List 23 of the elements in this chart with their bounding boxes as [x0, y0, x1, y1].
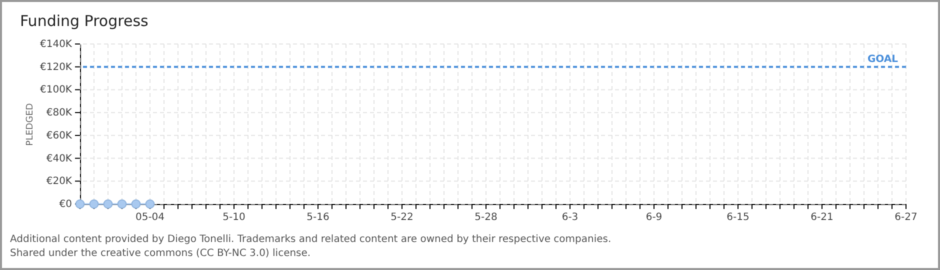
y-tick-label: €120K: [40, 62, 72, 73]
chart-title: Funding Progress: [20, 12, 148, 30]
x-tick-label: 6-27: [894, 212, 918, 223]
x-tick-label: 6-3: [562, 212, 578, 223]
y-tick-label: €80K: [46, 108, 72, 119]
y-tick-label: €20K: [46, 176, 72, 188]
text: Shared under the creative commons (CC BY-NC 3.0) license.: [10, 248, 311, 259]
x-tick-label: 6-15: [726, 212, 750, 223]
x-tick-label: 5-10: [222, 212, 246, 223]
ref-line-label: GOAL: [867, 54, 899, 65]
y-tick-label: €140K: [40, 39, 72, 50]
y-tick-label: €60K: [46, 130, 72, 142]
x-tick-label: 5-22: [390, 212, 414, 223]
y-tick-label: €0: [59, 199, 72, 210]
x-tick-label: 6-9: [646, 212, 662, 223]
x-tick-label: 05-04: [135, 212, 165, 223]
y-tick-label: €100K: [40, 84, 72, 96]
y-tick-label: €40K: [46, 153, 72, 164]
x-tick-label: 5-16: [306, 212, 330, 223]
x-tick-label: 6-21: [810, 212, 834, 223]
x-tick-label: 5-28: [474, 212, 498, 223]
text: Additional content provided by Diego Tonelli. Trademarks and related content are owned by their respective companies.: [10, 234, 612, 245]
y-axis-title: PLEDGED: [26, 103, 36, 146]
